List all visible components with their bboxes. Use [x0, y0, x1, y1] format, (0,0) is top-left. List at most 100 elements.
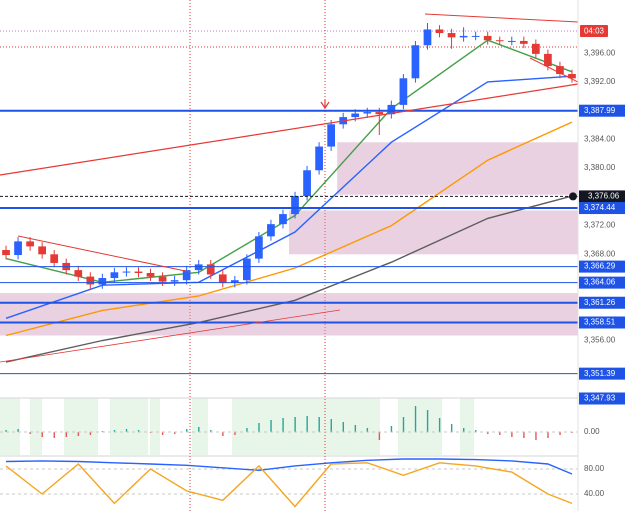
candle-body [435, 29, 444, 34]
countdown-box: 04:03 [580, 25, 608, 37]
candle-body [387, 104, 396, 115]
histogram-bar [511, 432, 513, 437]
histogram-bar [354, 425, 357, 432]
y-tick-label: 3,368.00 [584, 249, 616, 258]
histogram-bar [475, 430, 477, 432]
level-label: 3,387.99 [584, 106, 616, 115]
y-tick-label: 3,372.00 [584, 221, 616, 230]
histogram-bar [463, 428, 465, 432]
countdown: 04:03 [584, 27, 605, 36]
histogram-bar [77, 432, 80, 436]
candle-body [158, 276, 167, 282]
level-label-box [579, 260, 625, 273]
candle-body [26, 241, 34, 247]
candle-body [243, 258, 251, 281]
histogram-bar [222, 432, 224, 436]
level-label: 3,347.93 [584, 394, 616, 403]
line-series [5, 121, 573, 337]
histogram-bar [186, 429, 188, 432]
level-label: 3,351.39 [584, 369, 616, 378]
y-tick-label: 40.00 [584, 489, 605, 498]
histogram-bar [414, 406, 417, 432]
level-label: 3,358.51 [584, 318, 616, 327]
histogram-bar [210, 430, 212, 432]
histogram-bar [330, 419, 332, 432]
histogram-bar [161, 432, 164, 435]
line-series [5, 462, 573, 508]
histogram-bar [125, 429, 128, 432]
candle-body [98, 278, 107, 285]
level-label-box [579, 276, 625, 289]
histogram-bar [113, 430, 116, 432]
candle-body [399, 78, 408, 105]
histogram-bar [402, 417, 405, 432]
candle-body [507, 40, 516, 42]
histogram-bar [487, 432, 489, 434]
candle-body [375, 112, 384, 115]
y-tick-label: 3,356.00 [584, 336, 616, 345]
level-label-box [579, 202, 625, 215]
histogram-pane [0, 406, 578, 440]
level-label-box [579, 104, 625, 117]
candle-body [568, 73, 576, 79]
histogram-bar [547, 432, 549, 438]
candle-body [471, 35, 480, 37]
zone [289, 210, 578, 255]
oscillator-pane [0, 458, 578, 508]
candle-body [267, 224, 275, 237]
histogram-bar [53, 432, 55, 438]
level-label: 3,361.26 [584, 298, 616, 307]
drawings [0, 13, 578, 363]
level-label-box [579, 316, 625, 329]
line-series [5, 458, 573, 475]
level-label-box [579, 190, 625, 203]
candle-body [38, 246, 46, 255]
histogram-bar [258, 423, 260, 432]
histogram-bar [17, 429, 19, 432]
level-label: 3,364.06 [584, 278, 616, 287]
histogram-bar [294, 417, 296, 432]
histogram-bar [282, 418, 284, 432]
level-label: 3,366.29 [584, 262, 616, 271]
candle-body [206, 264, 215, 275]
histogram-bar [198, 427, 200, 432]
histogram-bar [318, 417, 320, 432]
histogram-bar [89, 432, 92, 435]
histogram-bar [559, 432, 561, 435]
candle-body [74, 270, 83, 277]
candle-body [495, 40, 504, 42]
level-label: 3,376.06 [588, 192, 620, 201]
y-tick-label: 3,384.00 [584, 134, 616, 143]
candle-body [532, 43, 540, 54]
histogram-bar [246, 428, 248, 432]
candle-body [423, 29, 432, 46]
histogram-bar [174, 432, 176, 434]
histogram-bar [450, 424, 453, 432]
price-axis: 3,396.00 3,392.00 3,384.00 3,380.00 3,372.00… [569, 0, 625, 511]
histogram-bar [523, 432, 525, 438]
candle-body [146, 272, 155, 277]
y-tick-label: 3,396.00 [584, 48, 616, 57]
candle-body [556, 66, 564, 74]
histogram-bar [535, 432, 537, 440]
histogram-bar [426, 410, 429, 432]
candle-body [327, 124, 335, 147]
histogram-bar [499, 432, 501, 435]
candle-body [459, 35, 468, 38]
candle-body [182, 270, 191, 281]
candle-body [194, 264, 203, 271]
candle-body [519, 40, 528, 44]
histogram-bar [234, 432, 236, 435]
y-tick-label: 3,392.00 [584, 77, 616, 86]
y-tick-label: 3,380.00 [584, 163, 616, 172]
histogram-bar [5, 430, 7, 432]
candle-body [351, 113, 360, 118]
candle-body [411, 45, 420, 79]
candle-body [291, 196, 299, 215]
candle-body [110, 272, 119, 279]
candle-body [50, 254, 59, 263]
y-tick-label: 80.00 [584, 464, 605, 473]
